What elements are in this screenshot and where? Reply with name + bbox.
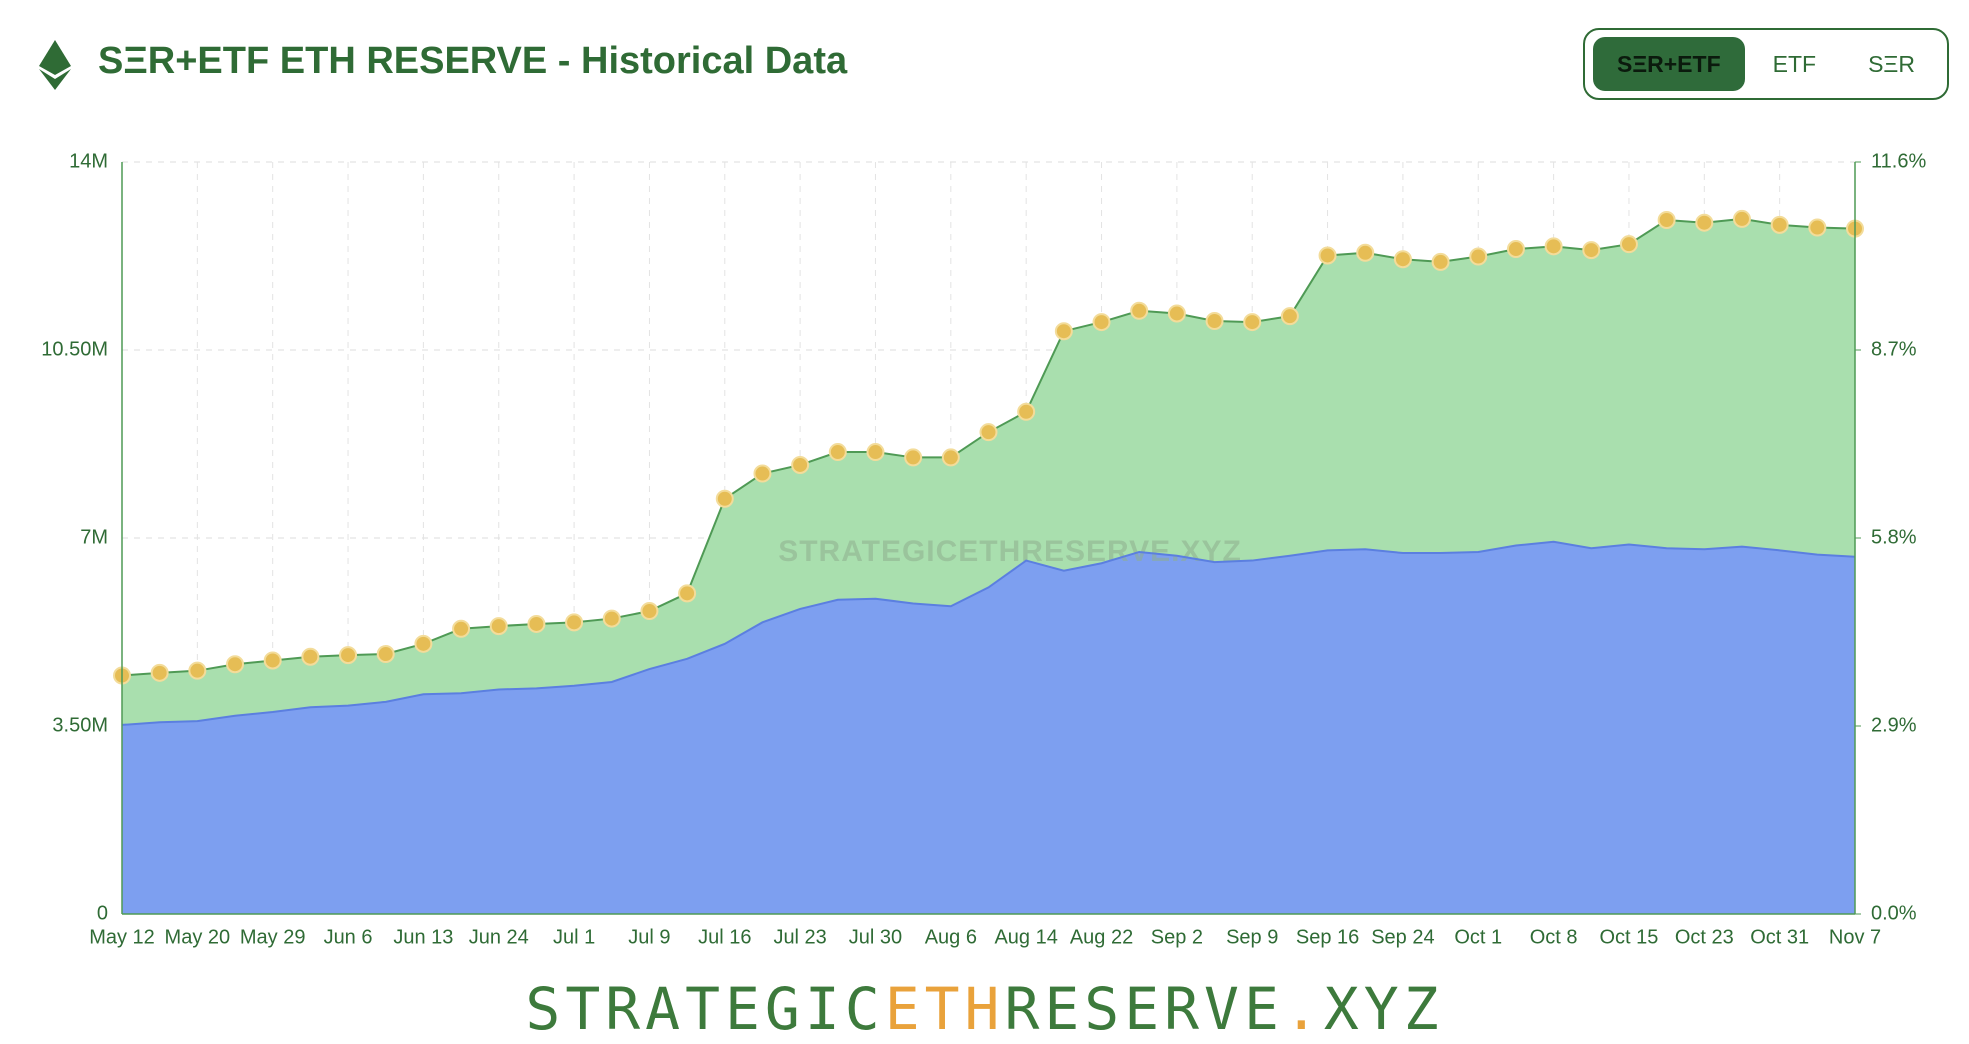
marker: [1167, 304, 1186, 323]
x-tick-label: Jul 23: [773, 926, 826, 948]
marker: [301, 647, 320, 666]
marker: [1318, 246, 1337, 265]
x-tick-label: Aug 14: [994, 926, 1057, 948]
marker: [715, 489, 734, 508]
marker: [1054, 322, 1073, 341]
marker: [376, 645, 395, 664]
y-tick-label: 0: [97, 902, 108, 924]
x-tick-label: May 29: [240, 926, 306, 948]
x-tick-label: Sep 2: [1151, 926, 1203, 948]
marker: [1243, 313, 1262, 332]
y-tick-label: 10.50M: [41, 338, 108, 360]
page-title: SΞR+ETF ETH RESERVE - Historical Data: [98, 40, 848, 82]
toggle-option[interactable]: SΞR+ETF: [1593, 37, 1745, 91]
x-tick-label: Oct 1: [1454, 926, 1502, 948]
y2-tick-label: 0.0%: [1871, 902, 1917, 924]
footer-part: .: [1283, 975, 1324, 1043]
marker: [452, 619, 471, 638]
area-line: [121, 540, 1856, 726]
x-tick-label: Jun 13: [393, 926, 453, 948]
marker: [1356, 243, 1375, 262]
y-tick-label: 7M: [80, 526, 108, 548]
marker: [1017, 402, 1036, 421]
y2-tick-label: 11.6%: [1871, 150, 1926, 172]
x-tick-label: Oct 8: [1530, 926, 1578, 948]
marker: [1431, 252, 1450, 271]
marker: [904, 448, 923, 467]
x-tick-label: Aug 22: [1070, 926, 1133, 948]
x-tick-label: Oct 15: [1599, 926, 1658, 948]
marker: [941, 448, 960, 467]
footer-part: ETH: [884, 975, 1005, 1043]
marker: [791, 455, 810, 474]
x-tick-label: Jun 6: [324, 926, 373, 948]
marker: [753, 464, 772, 483]
marker: [1130, 301, 1149, 320]
y-tick-label: 14M: [69, 150, 108, 172]
view-toggle: SΞR+ETF ETF SΞR: [1583, 28, 1949, 100]
x-tick-label: Jul 30: [849, 926, 902, 948]
marker: [1732, 209, 1751, 228]
x-tick-label: May 20: [165, 926, 231, 948]
marker: [866, 443, 885, 462]
marker: [1205, 311, 1224, 330]
marker: [263, 651, 282, 670]
footer-part: RESERVE: [1004, 975, 1284, 1043]
marker: [226, 655, 245, 674]
marker: [1808, 218, 1827, 237]
x-tick-label: Jul 1: [553, 926, 595, 948]
eth-logo: [39, 40, 71, 90]
toggle-option[interactable]: ETF: [1772, 51, 1817, 77]
marker: [1582, 241, 1601, 260]
x-tick-label: Jul 16: [698, 926, 751, 948]
toggle-option[interactable]: SΞR: [1868, 51, 1915, 77]
marker: [1092, 313, 1111, 332]
marker: [339, 646, 358, 665]
y2-tick-label: 2.9%: [1871, 714, 1917, 736]
x-tick-label: Jul 9: [628, 926, 670, 948]
marker: [150, 663, 169, 682]
footer-part: STRATEGIC: [525, 975, 885, 1043]
marker: [1506, 240, 1525, 259]
marker: [565, 613, 584, 632]
marker: [979, 423, 998, 442]
marker: [1393, 250, 1412, 269]
x-tick-label: Sep 16: [1296, 926, 1359, 948]
x-tick-label: Oct 31: [1750, 926, 1809, 948]
marker: [1770, 215, 1789, 234]
area: [122, 218, 1855, 725]
marker: [1619, 235, 1638, 254]
marker: [1469, 247, 1488, 266]
x-tick-label: May 12: [89, 926, 155, 948]
footer-brand: STRATEGICETHRESERVE.XYZ: [0, 975, 1969, 1043]
marker: [1280, 307, 1299, 326]
footer-part: XYZ: [1323, 975, 1444, 1043]
marker: [414, 634, 433, 653]
chart: STRATEGICETHRESERVE.XYZ 0 3.50M 7M 10.50M 14…: [41, 150, 1926, 948]
x-tick-label: Nov 7: [1829, 926, 1881, 948]
marker: [828, 443, 847, 462]
marker: [527, 614, 546, 633]
marker: [602, 609, 621, 628]
marker: [489, 617, 508, 636]
y-tick-label: 3.50M: [52, 714, 108, 736]
y2-tick-label: 5.8%: [1871, 526, 1917, 548]
x-tick-label: Jun 24: [469, 926, 529, 948]
x-tick-label: Aug 6: [925, 926, 977, 948]
y2-tick-label: 8.7%: [1871, 338, 1917, 360]
marker: [1695, 213, 1714, 232]
area: [122, 541, 1855, 914]
x-tick-label: Oct 23: [1675, 926, 1734, 948]
marker: [1544, 237, 1563, 256]
marker: [640, 602, 659, 621]
marker: [1657, 211, 1676, 230]
watermark: STRATEGICETHRESERVE.XYZ: [778, 535, 1242, 568]
marker: [678, 584, 697, 603]
x-tick-label: Sep 24: [1371, 926, 1434, 948]
marker: [188, 661, 207, 680]
x-tick-label: Sep 9: [1226, 926, 1278, 948]
